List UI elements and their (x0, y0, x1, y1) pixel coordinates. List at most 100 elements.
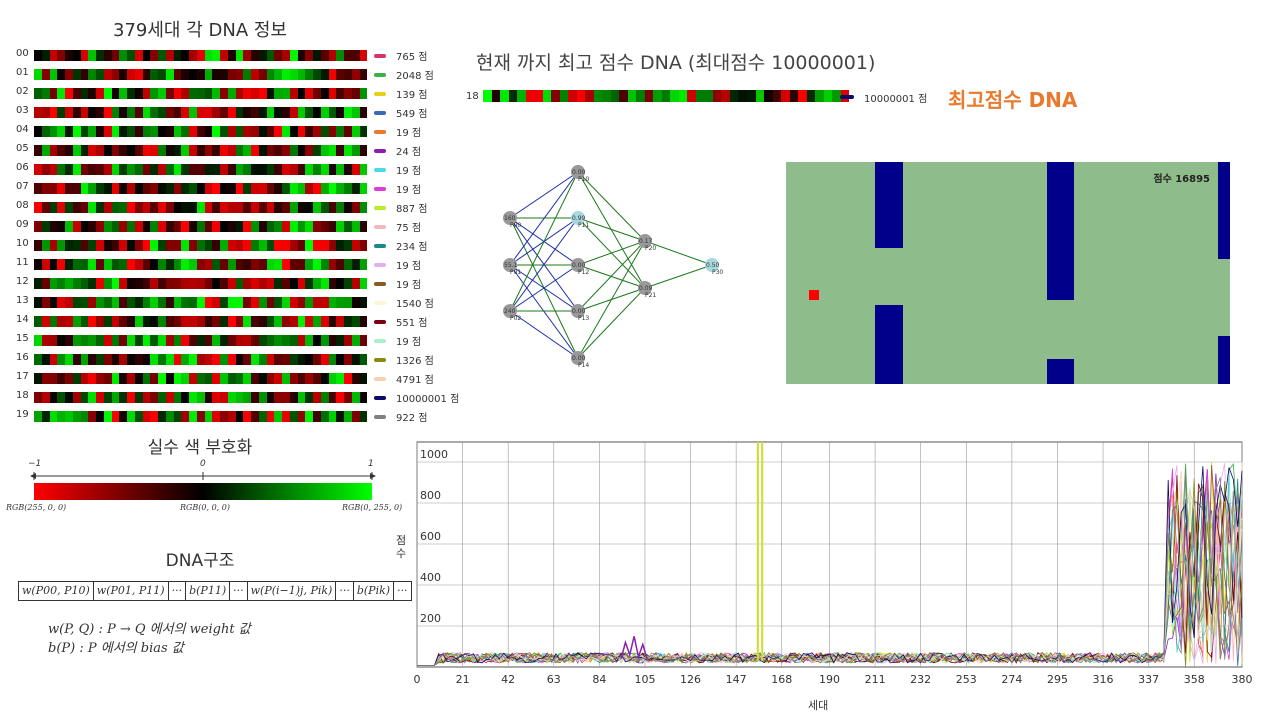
dna-strip (34, 88, 368, 99)
dna-row-score: 24 점 (396, 147, 422, 158)
dna-panel-title: 379세대 각 DNA 정보 (113, 20, 287, 41)
game-score: 점수 16895 (1153, 174, 1210, 185)
dna-row: 11 19 점 (0, 257, 460, 272)
network-node-value: 0.50 (706, 262, 720, 269)
pipe-top (1047, 162, 1074, 300)
dna-strip (34, 411, 368, 422)
structure-cell: ··· (230, 582, 248, 600)
bird-player (809, 290, 819, 300)
dna-row-index: 00 (16, 48, 29, 59)
encoding-rgb-right: RGB(0, 255, 0) (342, 503, 403, 512)
best-dna-legend-dash (840, 95, 854, 99)
network-node-value: 240 (504, 308, 516, 315)
network-node (571, 304, 585, 318)
best-dna-row: 18 (466, 90, 946, 104)
dna-row: 05 24 점 (0, 143, 460, 158)
structure-cell: w(P00, P10) (19, 582, 94, 600)
dna-legend-dash (374, 320, 386, 324)
dna-strip (34, 107, 368, 118)
network-node-label: P02 (510, 315, 521, 322)
network-node (503, 211, 517, 225)
network-edge (509, 171, 579, 219)
network-node-value: 0.00 (572, 262, 586, 269)
dna-row-score: 139 점 (396, 90, 428, 101)
chart-y-tick: 400 (420, 571, 441, 584)
network-node (571, 351, 585, 365)
network-node (638, 281, 652, 295)
dna-row-index: 16 (16, 352, 29, 363)
dna-row-score: 10000001 점 (396, 394, 460, 405)
pipe-bottom (1047, 359, 1074, 384)
dna-strip (34, 126, 368, 137)
dna-strip (34, 221, 368, 232)
dna-row: 19 922 점 (0, 409, 460, 424)
bias-legend: b(P) : P 에서의 bias 값 (48, 641, 184, 656)
dna-legend-dash (374, 282, 386, 286)
chart-x-tick: 21 (456, 673, 470, 686)
chart-y-tick: 800 (420, 489, 441, 502)
chart-x-tick: 316 (1093, 673, 1114, 686)
network-node-value: 0.99 (572, 215, 586, 222)
dna-row: 12 19 점 (0, 276, 460, 291)
dna-legend-dash (374, 54, 386, 58)
dna-row-score: 75 점 (396, 223, 422, 234)
dna-strip (34, 202, 368, 213)
network-node-label: P01 (510, 269, 521, 276)
chart-x-tick: 168 (771, 673, 792, 686)
dna-row-score: 4791 점 (396, 375, 434, 386)
dna-row-score: 887 점 (396, 204, 428, 215)
chart-x-tick: 105 (634, 673, 655, 686)
network-edge (509, 264, 579, 312)
network-edge (644, 264, 713, 289)
dna-row-score: 2048 점 (396, 71, 434, 82)
dna-strip (34, 69, 368, 80)
chart-x-tick: 380 (1232, 673, 1253, 686)
network-node-value: 160 (504, 215, 516, 222)
dna-strip (34, 373, 368, 384)
structure-cell: w(P01, P11) (94, 582, 169, 600)
network-edge (509, 310, 579, 359)
network-edge (509, 171, 579, 266)
pipe-top (875, 162, 903, 248)
chart-x-tick: 337 (1138, 673, 1159, 686)
network-node-label: P30 (712, 269, 723, 276)
dna-strip (34, 297, 368, 308)
chart-x-tick: 358 (1184, 673, 1205, 686)
network-node-value: 0.17 (639, 238, 653, 245)
chart-spike-line (620, 636, 648, 660)
network-node-label: P13 (578, 315, 589, 322)
dna-strip (34, 164, 368, 175)
dna-row-score: 19 점 (396, 128, 422, 139)
weight-legend: w(P, Q) : P → Q 에서의 weight 값 (48, 622, 251, 637)
chart-x-tick: 295 (1047, 673, 1068, 686)
chart-x-tick: 190 (819, 673, 840, 686)
dna-legend-dash (374, 225, 386, 229)
dna-row: 10 234 점 (0, 238, 460, 253)
network-node-label: P10 (578, 176, 589, 183)
dna-row: 15 19 점 (0, 333, 460, 348)
dna-row-index: 05 (16, 143, 29, 154)
dna-legend-dash (374, 206, 386, 210)
dna-legend-dash (374, 358, 386, 362)
dna-strip (34, 50, 368, 61)
score-chart: 0 21 42 63 84 105 126 147 168 190 211 232 253 274 295 3… (414, 441, 1253, 686)
chart-series-line (417, 481, 1243, 666)
network-node-label: P11 (578, 222, 589, 229)
chart-x-tick: 126 (680, 673, 701, 686)
dna-row-score: 19 점 (396, 185, 422, 196)
structure-cell: ··· (169, 582, 187, 600)
pipe-bottom (1218, 336, 1230, 384)
dna-legend-dash (374, 415, 386, 419)
color-encoding-scale (30, 472, 376, 500)
dna-row-index: 17 (16, 371, 29, 382)
dna-row-score: 19 점 (396, 337, 422, 348)
dna-row: 18 10000001 점 (0, 390, 460, 405)
dna-row-index: 19 (16, 409, 29, 420)
network-edge (577, 240, 646, 266)
dna-legend-dash (374, 92, 386, 96)
dna-row-score: 19 점 (396, 166, 422, 177)
dna-structure-title: DNA구조 (165, 551, 235, 571)
best-dna-strip (483, 90, 850, 102)
dna-legend-dash (374, 301, 386, 305)
dna-row-score: 765 점 (396, 52, 428, 63)
